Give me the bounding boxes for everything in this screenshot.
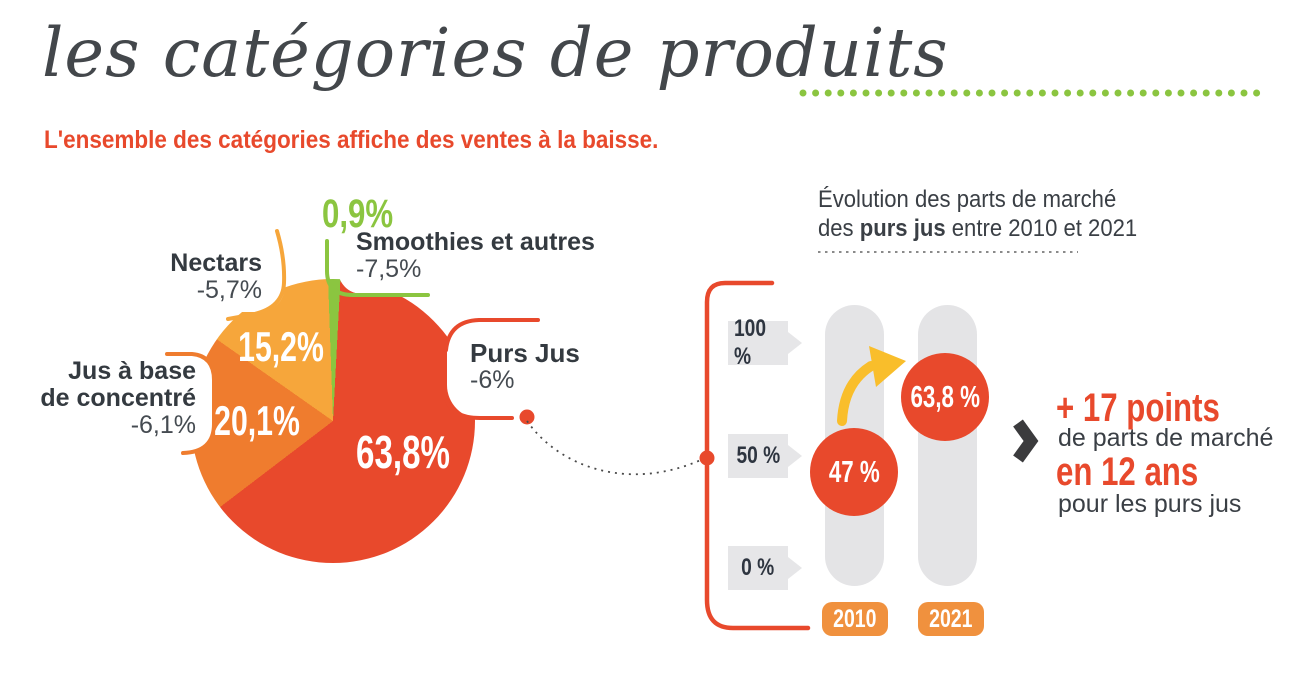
smoothies-change: -7,5% xyxy=(356,255,422,283)
label-purs-jus: Purs Jus -6% xyxy=(470,340,580,394)
axis-label-50: 50 % xyxy=(728,434,802,478)
page-subtitle: L'ensemble des catégories affiche des ve… xyxy=(44,126,659,154)
page-title: les catégories de produits xyxy=(42,14,949,92)
label-nectars: Nectars -5,7% xyxy=(100,250,262,304)
summary-line-marche: de parts de marché xyxy=(1058,424,1274,452)
chevron-right-icon xyxy=(1013,419,1039,463)
jus-concentre-change: -6,1% xyxy=(130,411,196,439)
dotted-connector-line-icon xyxy=(526,420,704,476)
summary-headline-points: + 17 points xyxy=(1056,386,1220,430)
bar-2021 xyxy=(918,305,977,586)
axis-label-100: 100 % xyxy=(728,315,802,370)
value-circle-2021: 63,8 % xyxy=(901,353,989,441)
label-jus-concentre: Jus à base de concentré -6,1% xyxy=(24,358,196,439)
evolution-title-line1: Évolution des parts de marché xyxy=(818,186,1117,213)
purs-jus-name: Purs Jus xyxy=(470,338,580,368)
evolution-title: Évolution des parts de marché des purs j… xyxy=(818,185,1137,243)
bracket-dot-icon xyxy=(699,450,715,466)
nectars-name: Nectars xyxy=(170,249,262,277)
summary-headline-ans: en 12 ans xyxy=(1056,450,1199,494)
purs-jus-change: -6% xyxy=(470,366,515,394)
smoothies-name: Smoothies et autres xyxy=(356,228,595,256)
jus-concentre-name: Jus à base de concentré xyxy=(40,357,196,412)
summary-line-pursjus: pour les purs jus xyxy=(1058,490,1242,518)
nectars-change: -5,7% xyxy=(196,276,262,304)
pie-value-nectars: 15,2% xyxy=(238,323,324,370)
value-circle-2010: 47 % xyxy=(810,428,898,516)
pie-value-smoothies: 0,9% xyxy=(322,192,394,236)
pie-chart xyxy=(191,279,475,563)
evolution-title-line2: des purs jus entre 2010 et 2021 xyxy=(818,215,1138,242)
pie-value-concentre: 20,1% xyxy=(214,397,300,444)
year-badge-2010: 2010 xyxy=(822,602,888,636)
pie-value-purs-jus: 63,8% xyxy=(356,426,450,478)
year-badge-2021: 2021 xyxy=(918,602,984,636)
axis-label-0: 0 % xyxy=(728,546,802,590)
label-smoothies: Smoothies et autres -7,5% xyxy=(356,229,595,283)
